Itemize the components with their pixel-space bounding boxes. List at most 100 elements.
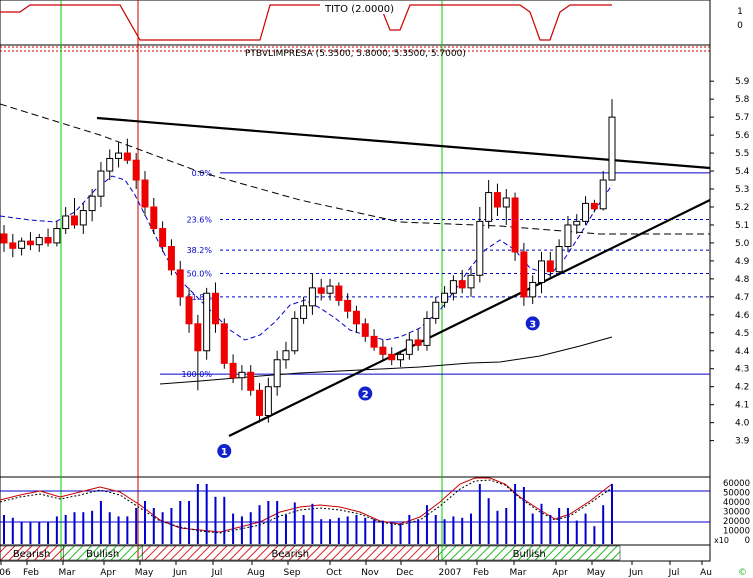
x-tick-label: May (135, 568, 154, 578)
indicator-tick-label: 1 (737, 7, 743, 17)
price-tick-label: 5.5 (735, 149, 749, 159)
candle-down (229, 362, 237, 379)
candle-down (493, 192, 501, 208)
x-tick-label: Oct (326, 568, 342, 578)
candle-down (9, 242, 17, 249)
candle-up (115, 152, 123, 159)
candlesticks (0, 99, 616, 423)
candle-down (379, 346, 387, 355)
x-tick-label: Jul (211, 568, 223, 578)
price-tick-label: 4.9 (735, 257, 750, 267)
candle-up (88, 195, 96, 212)
candle-down (388, 353, 396, 361)
x-tick-label: Sep (284, 568, 301, 578)
x-tick-label: Jun (172, 568, 187, 578)
candle-down (352, 310, 360, 325)
price-tick-label: 3.9 (735, 437, 750, 447)
candle-up (273, 359, 281, 388)
x-tick-label: Mar (510, 568, 527, 578)
regime-label: Bearish (13, 549, 51, 560)
chart-title: PTBVLIMPRESA (5.3500, 5.8000, 5.3500, 5.… (245, 49, 466, 59)
candle-down (123, 152, 131, 161)
candle-down (546, 260, 554, 273)
regime-label: Bullish (86, 549, 119, 560)
fib-level-label: 100.0% (181, 370, 212, 379)
candle-up (432, 301, 440, 319)
volume-tick-label: 20000 (723, 517, 750, 527)
price-tick-label: 5.8 (735, 95, 750, 105)
price-tick-label: 4.5 (735, 329, 749, 339)
panel-frames (0, 0, 711, 562)
indicator-title-bg (320, 2, 388, 14)
resistance-trendline (96, 116, 711, 170)
candle-up (582, 202, 590, 222)
support-trendline (228, 199, 711, 437)
wave-marker-label: 2 (362, 390, 369, 401)
corner-icon: © (738, 568, 747, 578)
candle-down (361, 323, 369, 337)
candle-up (203, 292, 211, 352)
vertical-signal-lines (60, 0, 443, 561)
candle-up (18, 240, 26, 249)
x-tick-label: Dec (396, 568, 413, 578)
price-tick-label: 4.3 (735, 365, 749, 375)
fib-level-label: 23.6% (187, 216, 213, 225)
candle-down (511, 197, 519, 253)
x-tick-label: 2007 (439, 568, 462, 578)
candle-up (62, 215, 70, 230)
price-tick-label: 4.6 (735, 311, 750, 321)
candle-up (476, 220, 484, 276)
volume-tick-label: 40000 (723, 498, 750, 508)
x-tick-label: Jun (628, 568, 643, 578)
price-tick-label: 4.2 (735, 383, 749, 393)
x-tick-label: Apr (552, 568, 568, 578)
fib-level-label: 0.0% (192, 169, 213, 178)
volume-tick-label: 10000 (723, 527, 750, 537)
price-tick-label: 5.1 (735, 221, 749, 231)
price-tick-label: 5.7 (735, 113, 749, 123)
time-axis: 06 Feb Mar Apr May Jun Jul Aug Sep Oct Nov Dec 2007 F… (0, 561, 712, 578)
candle-down (370, 335, 378, 348)
candle-up (35, 237, 43, 246)
candle-up (502, 197, 510, 208)
fibonacci-levels: 0.0% 23.6% 38.2% 50.0% 61.8% 100.0% (160, 169, 710, 379)
price-panel-frame (0, 44, 711, 478)
price-tick-label: 4.4 (735, 347, 750, 357)
candle-up (282, 350, 290, 361)
trend-regime-strip: Bearish Bullish Bearish Bullish (0, 545, 621, 561)
candle-up (238, 371, 246, 379)
candle-up (599, 179, 607, 210)
candle-down (335, 285, 343, 301)
indicator-tick-label: 0 (737, 21, 743, 31)
volume-multiplier-label: x10 (714, 536, 729, 545)
candle-up (97, 170, 105, 197)
candle-down (70, 215, 78, 226)
x-tick-label: Apr (100, 568, 116, 578)
candle-up (449, 280, 457, 294)
candle-up (79, 210, 87, 226)
candle-up (564, 224, 572, 248)
candle-up (467, 274, 475, 289)
candle-up (485, 192, 493, 222)
candle-down (220, 323, 228, 364)
candle-down (167, 246, 175, 271)
candle-down (520, 251, 528, 298)
candle-down (159, 228, 167, 248)
candle-up (397, 353, 405, 361)
candle-down (247, 371, 255, 391)
candle-down (150, 206, 158, 230)
regime-segment (438, 545, 621, 561)
regime-label: Bullish (513, 549, 546, 560)
wave-marker-circle (525, 316, 540, 331)
wave-marker-circle (217, 444, 232, 459)
candle-down (176, 269, 184, 298)
volume-oscillator-signal (0, 479, 613, 534)
candle-down (317, 287, 325, 294)
overlays (0, 103, 711, 437)
long-dashed-trendline (0, 103, 710, 235)
candle-down (344, 299, 352, 312)
candle-down (44, 237, 52, 244)
candle-down (256, 389, 264, 416)
price-tick-label: 5.9 (735, 77, 750, 87)
